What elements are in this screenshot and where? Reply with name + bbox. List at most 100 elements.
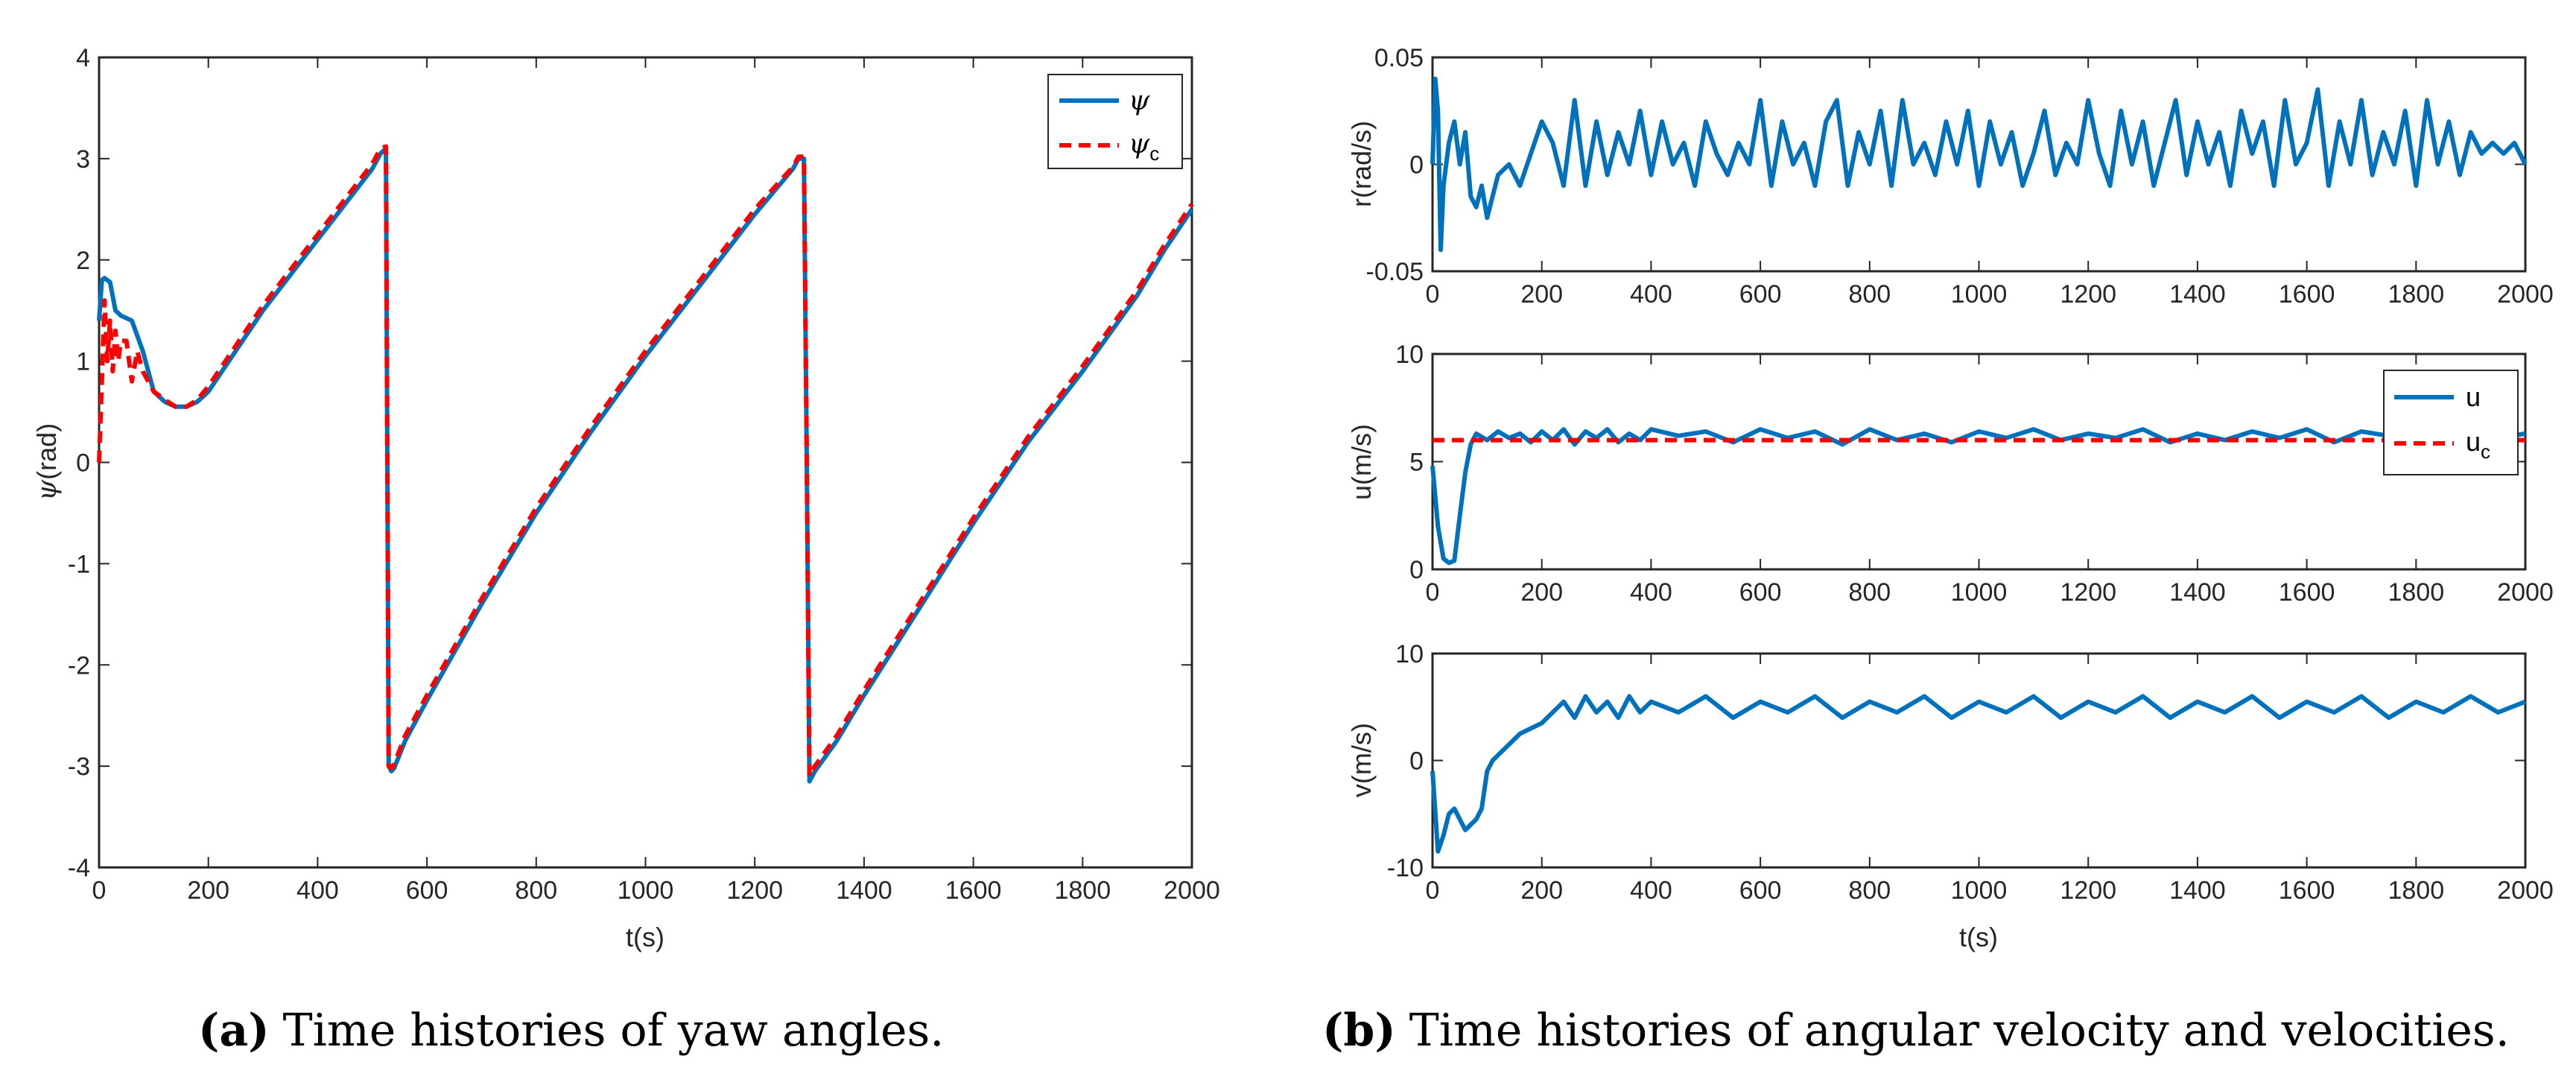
v-chart: 0 200 400 600 800 1000 1200 1400 1600 1800 2000 -10…	[1346, 640, 2554, 952]
v-xtick-label: 200	[1520, 876, 1563, 905]
v-ytick-label: -10	[1387, 854, 1424, 882]
yaw-xlabel: t(s)	[626, 922, 664, 952]
v-xtick-label: 1400	[2169, 876, 2226, 905]
v-xtick-label: 1000	[1951, 876, 2008, 905]
r-xtick-label: 1400	[2169, 280, 2226, 309]
u-legend: u uc	[2383, 370, 2519, 475]
r-plot-frame	[1431, 56, 2527, 273]
v-ytick-label: 0	[1409, 747, 1424, 776]
u-ylabel: u(m/s)	[1346, 424, 1377, 500]
v-xlabel: t(s)	[1959, 922, 1998, 952]
v-xtick-label: 1800	[2388, 876, 2444, 905]
v-xtick-label: 1200	[2060, 876, 2116, 905]
r-chart: 0 200 400 600 800 1000 1200 1400 1600 1800 2000 -0.…	[1346, 44, 2554, 309]
yaw-xtick-label: 1800	[1054, 876, 1111, 905]
r-lines	[1430, 76, 2528, 253]
u-xtick-label: 400	[1630, 578, 1672, 607]
caption-b-text: Time histories of angular velocity and v…	[1409, 1005, 2510, 1057]
yaw-ytick-label: 0	[76, 449, 90, 478]
v-xtick-label: 0	[1426, 876, 1440, 905]
yaw-xtick-label: 200	[187, 876, 229, 905]
yaw-ytick-label: -1	[68, 550, 90, 578]
yaw-legend-actual-label: ψ	[1129, 86, 1150, 116]
r-xtick-label: 1800	[2388, 280, 2444, 309]
yaw-xtick-label: 1000	[618, 876, 674, 905]
yaw-lines	[97, 144, 1194, 784]
v-xtick-label: 1600	[2279, 876, 2335, 905]
caption-b: (b) Time histories of angular velocity an…	[1322, 1005, 2510, 1057]
v-plot-frame	[1431, 652, 2527, 869]
u-xtick-label: 1400	[2169, 578, 2226, 607]
r-ylabel: r(rad/s)	[1346, 121, 1377, 207]
yaw-ytick-label: 3	[76, 145, 90, 174]
u-xtick-label: 1200	[2060, 578, 2116, 607]
caption-a-text: Time histories of yaw angles.	[283, 1005, 945, 1057]
u-xtick-label: 1000	[1951, 578, 2008, 607]
u-xtick-label: 800	[1848, 578, 1891, 607]
u-xtick-label: 1600	[2279, 578, 2335, 607]
r-xtick-label: 2000	[2497, 280, 2554, 309]
v-ytick-label: 10	[1395, 640, 1424, 668]
yaw-xtick-label: 800	[515, 876, 557, 905]
r-xtick-label: 800	[1848, 280, 1891, 309]
yaw-xtick-label: 1600	[945, 876, 1002, 905]
u-lines	[1430, 427, 2526, 566]
u-ytick-label: 0	[1409, 556, 1424, 584]
u-xtick-label: 0	[1426, 578, 1440, 607]
r-xtick-label: 1000	[1951, 280, 2008, 309]
v-ylabel: v(m/s)	[1346, 723, 1377, 797]
v-xtick-label: 800	[1848, 876, 1891, 905]
r-ytick-label: 0.05	[1374, 44, 1424, 72]
u-xtick-label: 2000	[2497, 578, 2554, 607]
yaw-legend-box	[1047, 74, 1183, 169]
r-series-actual-line	[1430, 76, 2528, 253]
caption-b-letter: (b)	[1322, 1005, 1396, 1057]
v-series-actual-line	[1430, 694, 2527, 854]
caption-a-letter: (a)	[198, 1005, 270, 1057]
v-ticks: 0 200 400 600 800 1000 1200 1400 1600 1800 2000 -10…	[1387, 640, 2554, 905]
v-xtick-label: 400	[1630, 876, 1672, 905]
v-lines	[1430, 694, 2527, 854]
yaw-xtick-label: 600	[406, 876, 448, 905]
yaw-series-command-line	[97, 144, 1194, 779]
r-xtick-label: 400	[1630, 280, 1672, 309]
u-legend-box	[2383, 370, 2519, 475]
yaw-xtick-label: 2000	[1164, 876, 1220, 905]
u-ytick-label: 5	[1409, 449, 1424, 477]
yaw-ticks: 0 200 400 600 800 1000 1200 1400 1600 1800 2000 -4 -…	[68, 44, 1220, 905]
r-ytick-label: 0	[1409, 151, 1424, 180]
r-xtick-label: 1600	[2279, 280, 2335, 309]
yaw-plot-frame	[98, 56, 1193, 869]
caption-a: (a) Time histories of yaw angles.	[198, 1005, 944, 1057]
v-xtick-label: 600	[1739, 876, 1782, 905]
r-xtick-label: 1200	[2060, 280, 2116, 309]
yaw-ytick-label: 4	[76, 44, 90, 72]
u-plot-frame	[1431, 352, 2527, 571]
u-chart: 0 200 400 600 800 1000 1200 1400 1600 1800 2000 0 5 1…	[1346, 341, 2554, 607]
yaw-ytick-label: -4	[68, 854, 90, 882]
yaw-ylabel-symbol: ψ	[32, 479, 63, 501]
yaw-ytick-label: -2	[68, 651, 90, 680]
yaw-legend-command-label: ψc	[1129, 129, 1159, 165]
u-xtick-label: 600	[1739, 578, 1782, 607]
u-ytick-label: 10	[1395, 341, 1424, 369]
yaw-legend: ψ ψc	[1047, 74, 1183, 169]
yaw-xtick-label: 400	[296, 876, 339, 905]
yaw-ytick-label: 2	[76, 247, 90, 275]
u-series-actual-line	[1430, 427, 2526, 566]
r-xtick-label: 200	[1520, 280, 1563, 309]
r-ytick-label: -0.05	[1366, 258, 1424, 286]
u-legend-actual-label: u	[2466, 382, 2481, 412]
yaw-ylabel: ψ(rad)	[31, 423, 63, 501]
v-xtick-label: 2000	[2497, 876, 2554, 905]
yaw-chart: 0 200 400 600 800 1000 1200 1400 1600 1800 2000 -4 -…	[31, 44, 1220, 952]
u-legend-command-label: uc	[2466, 426, 2490, 463]
yaw-ylabel-unit: (rad)	[31, 423, 62, 480]
u-xtick-label: 200	[1520, 578, 1563, 607]
yaw-xtick-label: 1400	[836, 876, 892, 905]
u-xtick-label: 1800	[2388, 578, 2444, 607]
r-xtick-label: 600	[1739, 280, 1782, 309]
yaw-xtick-label: 1200	[726, 876, 783, 905]
u-ticks: 0 200 400 600 800 1000 1200 1400 1600 1800 2000 0 5 1…	[1395, 341, 2554, 607]
